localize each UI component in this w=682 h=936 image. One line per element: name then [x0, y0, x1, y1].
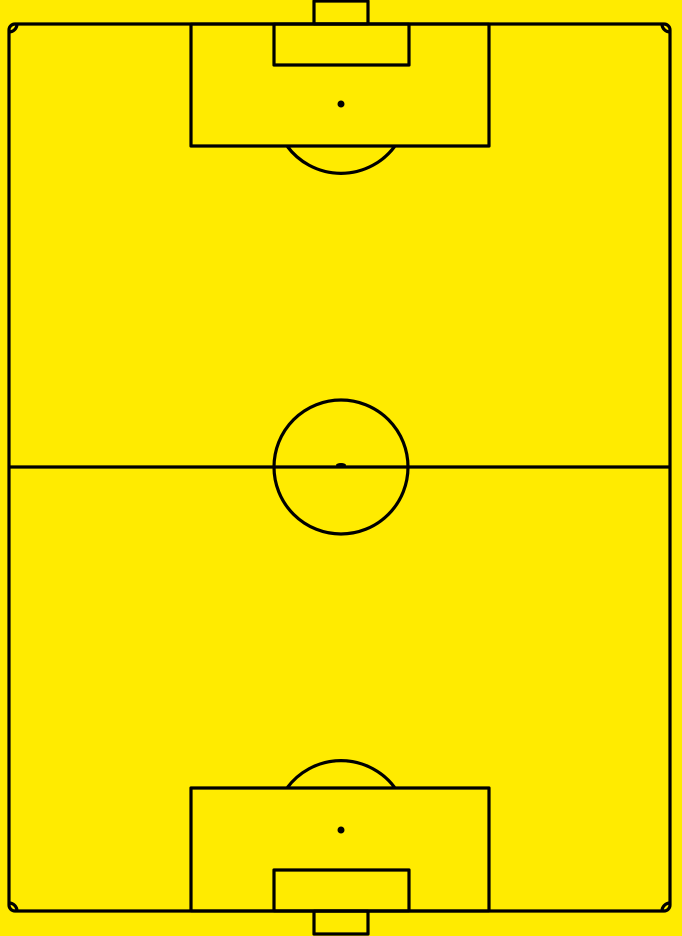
top-penalty-arc — [285, 145, 397, 175]
corner-arc-bottom-left — [8, 901, 19, 912]
centre-circle — [272, 398, 410, 536]
centre-spot — [336, 463, 346, 467]
bottom-penalty-spot — [337, 826, 345, 834]
corner-arc-bottom-right — [660, 901, 671, 912]
corner-arc-top-left — [8, 23, 19, 34]
bottom-penalty-arc — [285, 759, 397, 789]
bottom-goal-area — [272, 868, 411, 913]
top-penalty-spot — [337, 100, 345, 108]
corner-arc-top-right — [660, 23, 671, 34]
top-goal-area — [272, 22, 411, 67]
